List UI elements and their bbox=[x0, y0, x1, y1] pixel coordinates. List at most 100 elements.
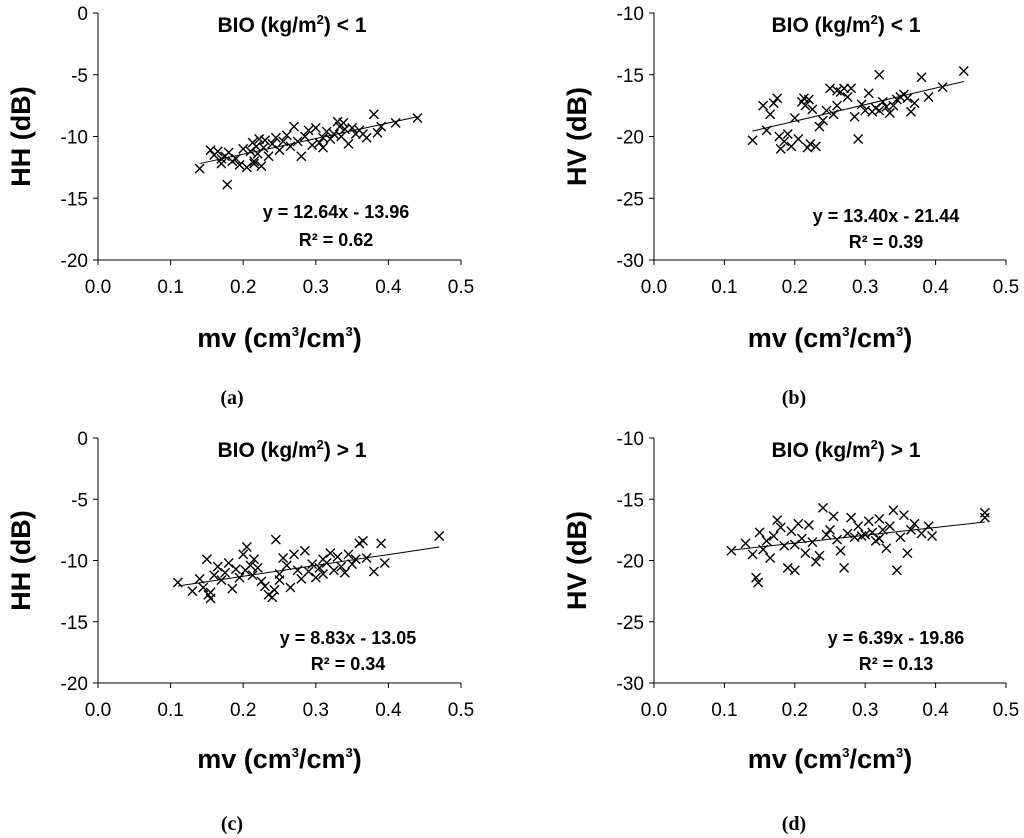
data-point bbox=[222, 179, 233, 190]
y-tick-label: -25 bbox=[617, 613, 644, 634]
x-tick-label: 0.3 bbox=[852, 700, 878, 721]
data-point bbox=[800, 548, 811, 559]
data-point bbox=[909, 518, 920, 529]
panel-caption: (c) bbox=[221, 813, 243, 835]
data-point bbox=[768, 531, 779, 541]
data-point bbox=[332, 551, 343, 562]
data-point bbox=[800, 100, 811, 111]
data-point bbox=[299, 545, 310, 556]
data-point bbox=[241, 162, 252, 173]
data-point bbox=[832, 85, 843, 96]
y-tick-label: -20 bbox=[617, 128, 644, 149]
data-point bbox=[205, 587, 216, 598]
y-tick-label: -10 bbox=[61, 128, 88, 149]
data-point bbox=[768, 98, 779, 109]
x-tick-label: 0.4 bbox=[375, 277, 402, 298]
data-point bbox=[241, 542, 252, 553]
data-point bbox=[292, 136, 303, 147]
data-point bbox=[923, 91, 934, 102]
data-point bbox=[979, 507, 990, 518]
data-point bbox=[347, 122, 358, 133]
data-point bbox=[289, 121, 300, 132]
r-squared: R² = 0.34 bbox=[311, 654, 386, 674]
data-point bbox=[758, 100, 769, 111]
y-tick-label: -30 bbox=[617, 674, 644, 695]
data-point bbox=[314, 562, 325, 573]
data-point bbox=[230, 153, 241, 164]
data-point bbox=[902, 93, 913, 104]
panel-b: -10 -15 -20 -25 -30 0.0 0.1 0.2 0.3 0.4 0.5 BIO (kg… bbox=[562, 4, 1019, 409]
data-point bbox=[793, 133, 804, 144]
data-point bbox=[839, 562, 850, 573]
chart-title: BIO (kg/m2) > 1 bbox=[217, 437, 366, 462]
data-point bbox=[817, 502, 828, 513]
data-point bbox=[772, 515, 783, 526]
x-axis-label: mv (cm3/cm3) bbox=[748, 323, 913, 353]
data-point bbox=[227, 583, 238, 594]
regression-equation: y = 6.39x - 19.86 bbox=[828, 628, 965, 648]
chart-title: BIO (kg/m2) > 1 bbox=[771, 437, 920, 462]
data-point bbox=[256, 161, 267, 172]
data-point bbox=[856, 531, 867, 541]
data-point bbox=[307, 559, 318, 570]
y-tick-label: 0 bbox=[77, 4, 88, 25]
data-point bbox=[779, 540, 790, 551]
data-point bbox=[927, 531, 938, 541]
data-point bbox=[338, 117, 349, 128]
data-point bbox=[368, 566, 379, 577]
x-axis-label-part: mv (cm bbox=[748, 323, 843, 353]
y-axis-label: HV (dB) bbox=[562, 87, 592, 186]
data-point bbox=[372, 127, 383, 138]
data-point bbox=[289, 549, 300, 560]
regression-equation: y = 8.83x - 13.05 bbox=[280, 628, 417, 648]
regression-equation: y = 12.64x - 13.96 bbox=[263, 202, 410, 222]
data-point bbox=[216, 158, 227, 169]
data-point bbox=[888, 505, 899, 516]
data-point bbox=[853, 521, 864, 532]
y-tick-label: -15 bbox=[617, 490, 644, 511]
data-point bbox=[187, 586, 198, 597]
data-point bbox=[793, 518, 804, 529]
data-point bbox=[234, 572, 245, 583]
data-point bbox=[259, 135, 270, 146]
data-point bbox=[269, 584, 280, 595]
data-point bbox=[368, 109, 379, 120]
data-point bbox=[979, 512, 990, 523]
data-point bbox=[747, 549, 758, 560]
title-unit: (kg/m bbox=[261, 439, 317, 462]
data-point bbox=[747, 135, 758, 146]
data-point bbox=[877, 96, 888, 107]
r-squared: R² = 0.39 bbox=[849, 232, 924, 252]
y-tick-label: 0 bbox=[77, 429, 88, 450]
title-unit: (kg/m bbox=[815, 439, 871, 462]
x-tick-label: 0.1 bbox=[711, 277, 737, 298]
data-point bbox=[849, 111, 860, 122]
y-tick-label: -10 bbox=[617, 429, 644, 450]
data-point bbox=[390, 117, 401, 128]
data-point bbox=[314, 137, 325, 148]
data-point bbox=[828, 511, 839, 522]
data-point bbox=[789, 112, 800, 123]
x-axis-label-superscript: 3 bbox=[896, 745, 903, 760]
x-tick-label: 0.1 bbox=[157, 700, 183, 721]
y-tick-label: -25 bbox=[617, 189, 644, 210]
data-point bbox=[325, 548, 336, 559]
x-axis-label-superscript: 3 bbox=[346, 324, 353, 339]
y-tick-label: -15 bbox=[61, 189, 88, 210]
title-condition: ) < 1 bbox=[324, 14, 367, 37]
trendline bbox=[731, 521, 985, 551]
data-point bbox=[916, 72, 927, 83]
data-point bbox=[877, 524, 888, 535]
x-tick-label: 0.2 bbox=[782, 700, 808, 721]
x-tick-label: 0.0 bbox=[641, 700, 667, 721]
data-point bbox=[357, 535, 368, 546]
x-tick-label: 0.1 bbox=[157, 277, 183, 298]
data-point bbox=[765, 109, 776, 120]
y-tick-label: -10 bbox=[61, 552, 88, 573]
data-point bbox=[256, 576, 267, 587]
x-tick-label: 0.5 bbox=[448, 700, 474, 721]
x-axis-label-superscript: 3 bbox=[896, 324, 903, 339]
x-axis-label-superscript: 3 bbox=[292, 324, 299, 339]
title-unit-superscript: 2 bbox=[871, 12, 878, 27]
